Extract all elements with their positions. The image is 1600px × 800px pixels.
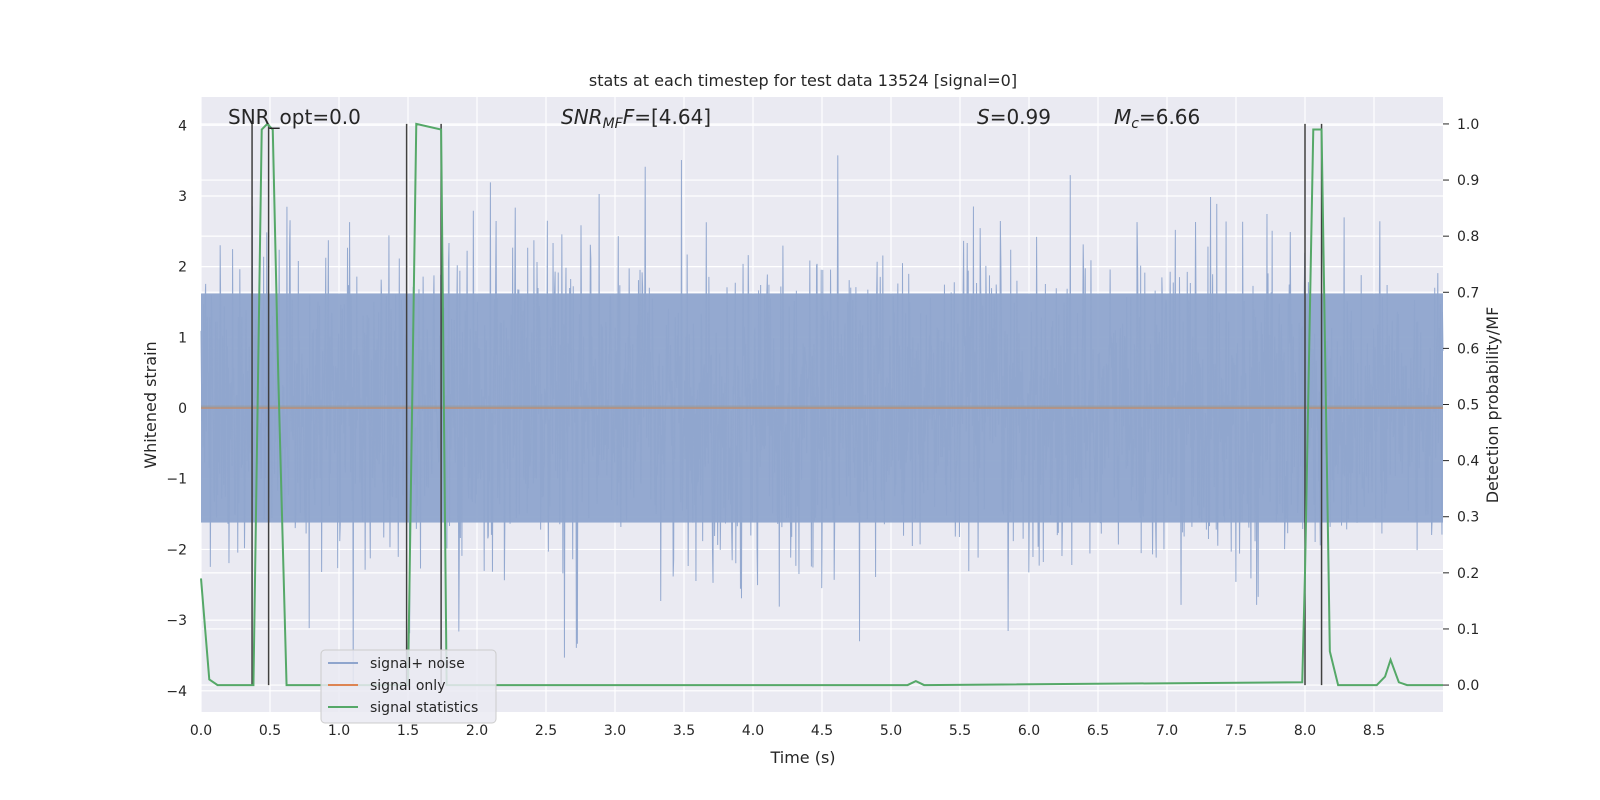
x-tick-label: 3.5: [673, 723, 695, 739]
y-axis-label: Whitened strain: [141, 341, 160, 468]
right-y-tick-label: 0.5: [1457, 398, 1479, 414]
snr-mf-prefix: SNR: [561, 105, 603, 129]
x-tick-label: 1.0: [328, 723, 350, 739]
signal-only-series: [201, 405, 1443, 409]
right-y-tick-label: 0.9: [1457, 173, 1479, 189]
legend: signal+ noise signal only signal statist…: [320, 649, 497, 724]
right-y-tick-label: 0.1: [1457, 622, 1479, 638]
y-tick-label: −4: [166, 684, 187, 700]
right-y-tick-label: 0.2: [1457, 566, 1479, 582]
right-y-tick-label: 0.4: [1457, 454, 1479, 470]
y-tick-label: 2: [178, 260, 187, 276]
x-tick-label: 4.5: [811, 723, 833, 739]
x-tick-label: 0.0: [190, 723, 212, 739]
x-tick-label: 8.5: [1363, 723, 1385, 739]
chart-title: stats at each timestep for test data 135…: [589, 71, 1017, 90]
x-tick-label: 2.0: [466, 723, 488, 739]
mc-annotation: Mc=6.66: [1114, 105, 1200, 132]
x-tick-label: 4.0: [742, 723, 764, 739]
snr-mf-sub: MF: [603, 116, 624, 132]
x-tick-label: 8.0: [1294, 723, 1316, 739]
snr-opt-annotation: SNR_opt=0.0: [228, 105, 361, 129]
right-y-axis-label: Detection probability/MF: [1483, 307, 1502, 504]
x-tick-label: 7.0: [1156, 723, 1178, 739]
x-tick-label: 2.5: [535, 723, 557, 739]
s-prefix: S: [977, 105, 990, 129]
s-value: =0.99: [990, 105, 1051, 129]
y-tick-label: 1: [178, 330, 187, 346]
x-tick-label: 6.5: [1087, 723, 1109, 739]
legend-box: [320, 649, 497, 724]
x-tick-label: 5.5: [949, 723, 971, 739]
legend-label-signal-statistics: signal statistics: [370, 700, 478, 716]
s-annotation: S=0.99: [977, 105, 1051, 129]
y-tick-label: 3: [178, 189, 187, 205]
y-tick-label: −1: [166, 472, 187, 488]
snr-mf-f: F: [623, 105, 635, 129]
right-y-tick-label: 0.0: [1457, 678, 1479, 694]
x-axis-ticks: 0.0 0.5 1.0 1.5 2.0 2.5 3.0 3.5 4.0 4.5 5.0 5.5 6.0 6…: [190, 723, 1385, 739]
y-axis-ticks: 4 3 2 1 0 −1 −2 −3 −4: [166, 118, 187, 700]
x-tick-label: 7.5: [1225, 723, 1247, 739]
right-y-tick-label: 0.7: [1457, 285, 1479, 301]
legend-label-signal-noise: signal+ noise: [370, 656, 465, 672]
snr-mf-value: =[4.64]: [634, 105, 711, 129]
x-tick-label: 1.5: [397, 723, 419, 739]
snr-mf-annotation: SNRMFF=[4.64]: [561, 105, 711, 132]
right-y-tick-label: 0.8: [1457, 229, 1479, 245]
x-tick-label: 5.0: [880, 723, 902, 739]
mc-prefix: M: [1114, 105, 1131, 129]
y-tick-label: −2: [166, 542, 187, 558]
mc-sub: c: [1131, 116, 1139, 132]
right-y-axis-ticks: 1.0 0.9 0.8 0.7 0.6 0.5 0.4 0.3 0.2 0.1 0.0: [1443, 117, 1479, 694]
right-y-tick-label: 0.6: [1457, 341, 1479, 357]
legend-label-signal-only: signal only: [370, 678, 445, 694]
right-y-tick-label: 0.3: [1457, 510, 1479, 526]
x-tick-label: 0.5: [259, 723, 281, 739]
y-tick-label: −3: [166, 613, 187, 629]
signal-statistics-series: [200, 122, 1443, 687]
y-tick-label: 4: [178, 118, 187, 134]
signal-statistics-line: [200, 122, 1443, 687]
x-tick-label: 3.0: [604, 723, 626, 739]
x-tick-label: 6.0: [1018, 723, 1040, 739]
y-tick-label: 0: [178, 401, 187, 417]
right-y-tick-label: 1.0: [1457, 117, 1479, 133]
mc-value: =6.66: [1139, 105, 1200, 129]
x-axis-label: Time (s): [769, 748, 835, 767]
